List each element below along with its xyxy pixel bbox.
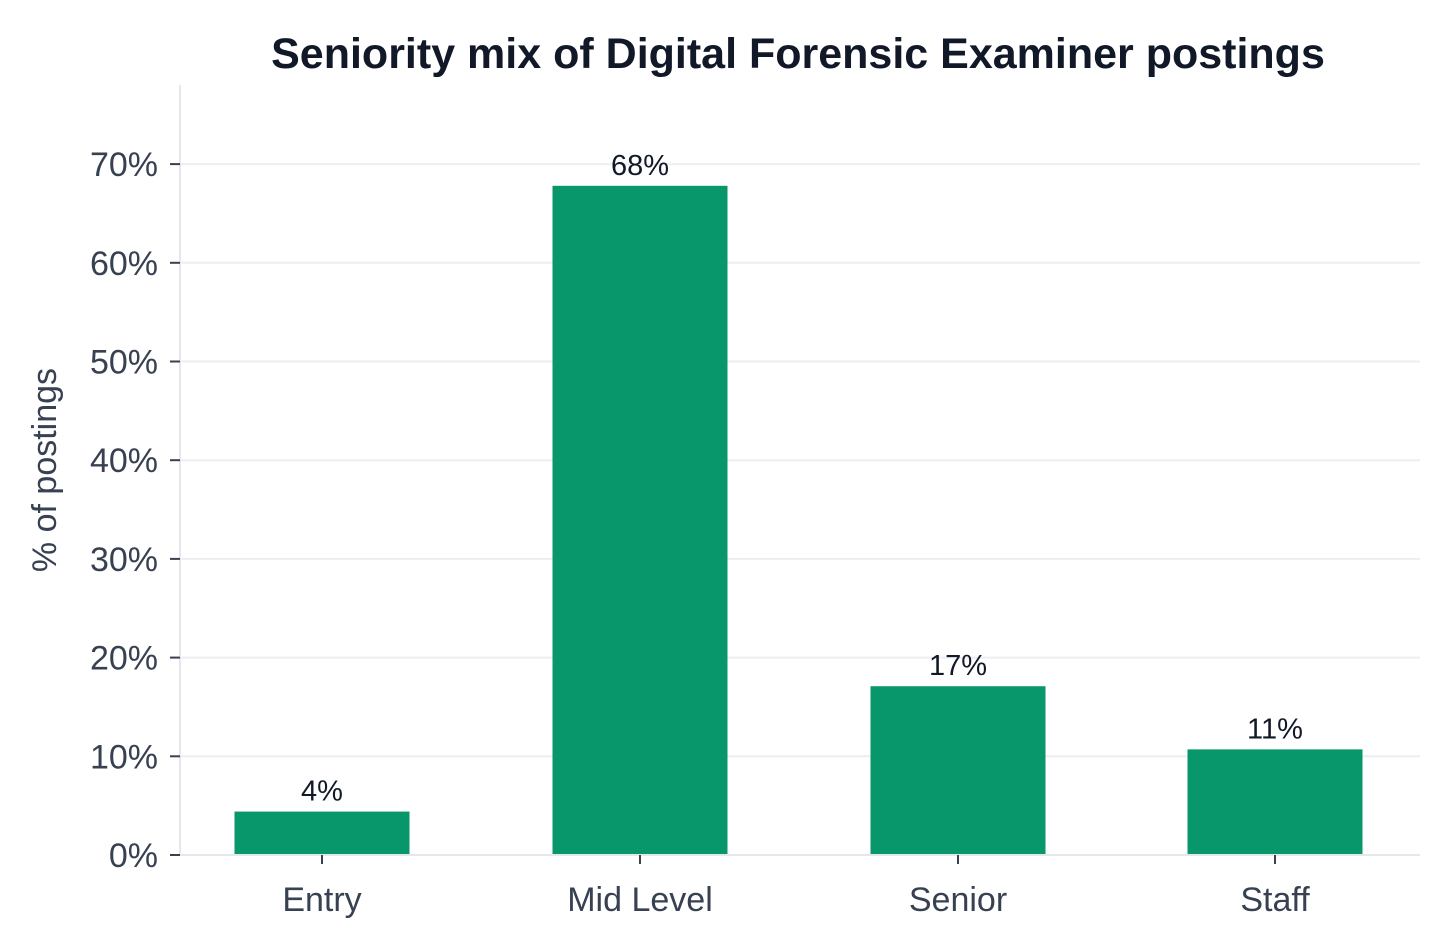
- bars: [234, 185, 1363, 856]
- x-tick-label: Senior: [909, 881, 1007, 919]
- chart-title: Seniority mix of Digital Forensic Examin…: [271, 30, 1325, 78]
- y-tick-label: 20%: [90, 640, 158, 678]
- bar-mid-level: [552, 185, 728, 856]
- x-tick-label: Mid Level: [567, 881, 713, 919]
- y-tick-label: 0%: [109, 837, 158, 875]
- bar-staff: [1187, 749, 1363, 855]
- bar-senior: [870, 686, 1046, 855]
- data-label: 11%: [1247, 713, 1303, 745]
- bar-entry: [234, 811, 410, 855]
- y-axis-label: % of postings: [26, 368, 64, 572]
- y-tick-label: 60%: [90, 245, 158, 283]
- y-axis-ticks: 0% 10% 20% 30% 40% 50% 60% 70%: [90, 146, 180, 875]
- data-labels: 4% 68% 17% 11%: [301, 150, 1303, 808]
- data-label: 17%: [929, 650, 987, 682]
- y-tick-label: 50%: [90, 344, 158, 382]
- y-tick-label: 40%: [90, 442, 158, 480]
- data-label: 4%: [301, 776, 343, 808]
- x-tick-label: Staff: [1240, 881, 1310, 919]
- y-tick-label: 30%: [90, 541, 158, 579]
- axes: [179, 85, 1420, 856]
- y-tick-label: 70%: [90, 146, 158, 184]
- y-tick-label: 10%: [90, 738, 158, 776]
- data-label: 68%: [611, 150, 669, 182]
- x-tick-label: Entry: [282, 881, 361, 919]
- gridlines: [180, 163, 1420, 758]
- x-axis-ticks: Entry Mid Level Senior Staff: [282, 855, 1310, 919]
